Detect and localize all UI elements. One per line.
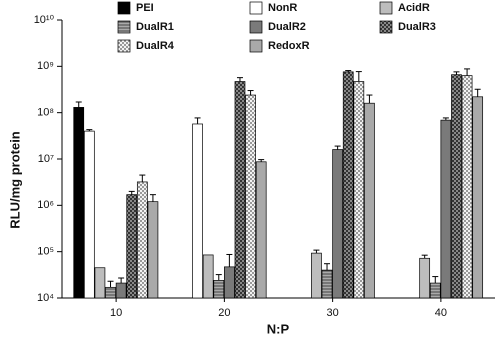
bar [451, 74, 462, 299]
legend-text: DualR3 [398, 21, 436, 33]
bar [192, 123, 203, 299]
bar [213, 280, 225, 299]
x-axis-title: N:P [267, 321, 290, 336]
bar [472, 96, 484, 299]
bar [94, 267, 106, 299]
bar [136, 181, 148, 299]
bar [73, 107, 85, 299]
bar [342, 71, 354, 299]
bar [429, 282, 441, 299]
legend-swatch [379, 20, 393, 34]
legend-text: AcidR [398, 2, 430, 14]
x-tick-label: 30 [327, 307, 339, 319]
y-tick-label: 10⁴ [37, 292, 54, 304]
bar [364, 102, 375, 299]
y-tick-label: 10⁵ [37, 246, 54, 258]
legend-swatch [117, 20, 131, 34]
x-tick-label: 40 [435, 307, 447, 319]
bar [234, 81, 246, 299]
bar [245, 94, 256, 299]
legend-text: PEI [136, 2, 154, 14]
bar [83, 130, 95, 299]
y-tick-label: 10⁹ [37, 60, 54, 72]
bar [202, 254, 214, 299]
bar [419, 257, 431, 299]
bar [332, 149, 343, 299]
legend-text: DualR4 [136, 40, 175, 52]
legend-swatch [379, 1, 393, 15]
legend-swatch [249, 20, 263, 34]
legend-text: RedoxR [268, 40, 310, 52]
legend-text: DualR1 [136, 21, 174, 33]
y-tick-label: 10⁶ [37, 199, 54, 211]
x-tick-label: 10 [110, 307, 122, 319]
bar [461, 75, 473, 299]
y-tick-label: 10¹⁰ [34, 14, 55, 26]
bar [126, 194, 138, 299]
bar [115, 282, 127, 299]
legend-swatch [249, 1, 263, 15]
bar [321, 269, 333, 299]
bar [440, 119, 452, 299]
y-tick-label: 10⁷ [38, 153, 54, 165]
bar [224, 266, 235, 299]
legend-text: DualR2 [268, 21, 306, 33]
y-axis-title: RLU/mg protein [7, 131, 22, 229]
bar [311, 252, 322, 299]
legend-swatch [117, 39, 131, 53]
legend-swatch [249, 39, 263, 53]
legend-swatch [117, 1, 131, 15]
legend-text: NonR [268, 2, 297, 14]
bar [105, 286, 116, 299]
y-tick-label: 10⁸ [37, 107, 54, 119]
x-tick-label: 20 [218, 307, 230, 319]
bar [147, 201, 159, 299]
bar [353, 81, 365, 299]
bar [255, 161, 267, 299]
